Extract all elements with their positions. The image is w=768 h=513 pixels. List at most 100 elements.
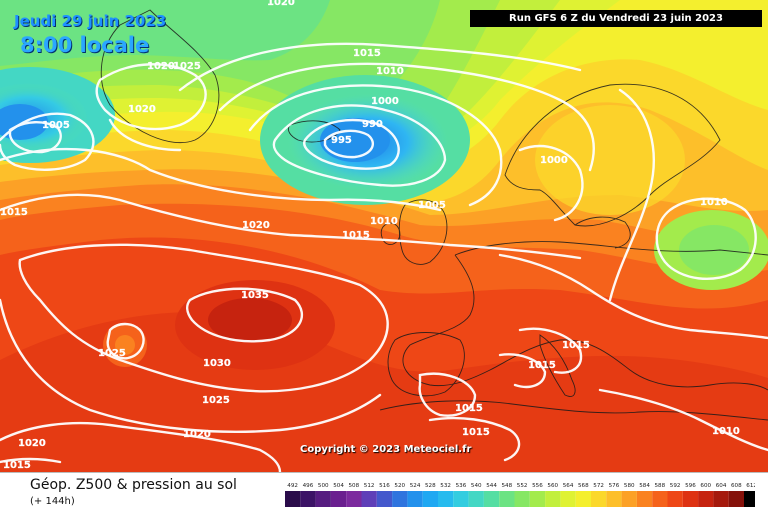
isobar-label: 1015: [353, 48, 381, 59]
isobar-label: 1015: [0, 207, 28, 218]
isobar-label: 1015: [528, 360, 556, 371]
isobar-label: 1035: [241, 290, 269, 301]
copyright-notice: Copyright © 2023 Meteociel.fr: [300, 444, 472, 455]
scale-tick-label: 592: [670, 483, 681, 489]
color-scale: 492 496 500 504 508 512 516 520 524 528 532 536 540 5…: [285, 483, 755, 507]
scale-swatch: [376, 491, 393, 507]
scale-tick-label: 504: [333, 483, 344, 489]
isobar-label: 1005: [418, 200, 446, 211]
scale-tick-label: 516: [379, 483, 390, 489]
scale-swatch: [407, 491, 423, 507]
scale-swatch: [744, 491, 755, 507]
scale-swatch: [636, 491, 653, 507]
scale-swatch: [621, 491, 637, 507]
scale-swatch: [698, 491, 714, 507]
legend-title: Géop. Z500 & pression au sol: [30, 477, 237, 493]
scale-swatch: [438, 491, 454, 507]
scale-swatch: [453, 491, 469, 507]
forecast-map: 1020 1020 1025 1020 1005 1015 1010 1000 …: [0, 0, 768, 472]
scale-tick-label: 544: [486, 483, 497, 489]
scale-swatch: [529, 491, 546, 507]
scale-tick-label: 568: [578, 483, 589, 489]
scale-tick-label: 524: [410, 483, 421, 489]
forecast-date: Jeudi 29 juin 2023: [14, 12, 167, 30]
scale-swatch: [361, 491, 377, 507]
isobar-label: 1015: [342, 230, 370, 241]
isobar-label: 1000: [540, 155, 568, 166]
scale-tick-label: 532: [440, 483, 451, 489]
scale-tick-label: 580: [624, 483, 635, 489]
scale-tick-label: 604: [716, 483, 727, 489]
isobar-label: 995: [331, 135, 352, 146]
isobar-label: 1015: [462, 427, 490, 438]
scale-swatch: [575, 491, 591, 507]
scale-tick-label: 528: [425, 483, 436, 489]
scale-swatch: [315, 491, 331, 507]
scale-tick-label: 540: [471, 483, 482, 489]
isobar-label: 1015: [562, 340, 590, 351]
scale-tick-label: 556: [532, 483, 543, 489]
forecast-time: 8:00 locale: [20, 33, 150, 57]
scale-swatch: [606, 491, 622, 507]
isobar-label: 1020: [242, 220, 270, 231]
scale-swatch: [667, 491, 683, 507]
scale-swatch: [468, 491, 484, 507]
scale-tick-label: 564: [563, 483, 574, 489]
isobar-label: 990: [362, 119, 383, 130]
map-canvas: 1020 1020 1025 1020 1005 1015 1010 1000 …: [0, 0, 768, 472]
scale-tick-label: 520: [394, 483, 405, 489]
isobar-labels: 1020 1020 1025 1020 1005 1015 1010 1000 …: [0, 0, 740, 471]
isobar-label: 1025: [98, 348, 126, 359]
scale-tick-label: 600: [700, 483, 711, 489]
isobar-label: 1000: [371, 96, 399, 107]
isobar-label: 1020: [128, 104, 156, 115]
run-banner: Run GFS 6 Z du Vendredi 23 juin 2023: [470, 10, 762, 27]
scale-tick-label: 576: [609, 483, 620, 489]
scale-tick-label: 608: [731, 483, 742, 489]
isobar-label: 1030: [203, 358, 231, 369]
scale-swatch: [392, 491, 408, 507]
scale-swatch: [499, 491, 515, 507]
isobar-label: 1020: [147, 61, 175, 72]
scale-tick-label: 492: [287, 483, 298, 489]
scale-tick-label: 596: [685, 483, 696, 489]
isobar-label: 1015: [3, 460, 31, 471]
isobar-label: 1025: [173, 61, 201, 72]
scale-swatch: [285, 491, 301, 507]
scale-swatch: [652, 491, 668, 507]
isobar-label: 1015: [455, 403, 483, 414]
scale-swatch: [682, 491, 699, 507]
isobar-label: 1010: [712, 426, 740, 437]
isobar-label: 1005: [42, 120, 70, 131]
scale-tick-label: 612: [746, 483, 755, 489]
scale-swatch: [483, 491, 500, 507]
scale-swatch: [545, 491, 561, 507]
scale-tick-label: 588: [655, 483, 666, 489]
legend-panel: Géop. Z500 & pression au sol (+ 144h) 49…: [0, 472, 768, 513]
scale-tick-label: 500: [318, 483, 329, 489]
isobar-label: 1020: [267, 0, 295, 8]
scale-tick-label: 548: [502, 483, 513, 489]
isobar-label: 1010: [700, 197, 728, 208]
isobar-label: 1010: [370, 216, 398, 227]
scale-swatch: [422, 491, 438, 507]
legend-subtitle: (+ 144h): [30, 496, 75, 507]
isobar-label: 1010: [376, 66, 404, 77]
scale-tick-label: 584: [639, 483, 650, 489]
isobar-label: 1025: [202, 395, 230, 406]
scale-swatch: [346, 491, 362, 507]
scale-swatch: [330, 491, 347, 507]
isobar-label: 1020: [18, 438, 46, 449]
scale-tick-label: 508: [349, 483, 360, 489]
scale-swatch: [560, 491, 576, 507]
scale-swatch: [591, 491, 607, 507]
scale-tick-label: 536: [456, 483, 467, 489]
scale-swatch: [514, 491, 530, 507]
scale-tick-label: 552: [517, 483, 528, 489]
scale-swatch: [728, 491, 744, 507]
scale-tick-label: 512: [364, 483, 375, 489]
scale-tick-label: 572: [593, 483, 604, 489]
isobar-lines: [0, 42, 768, 472]
scale-swatch: [300, 491, 316, 507]
